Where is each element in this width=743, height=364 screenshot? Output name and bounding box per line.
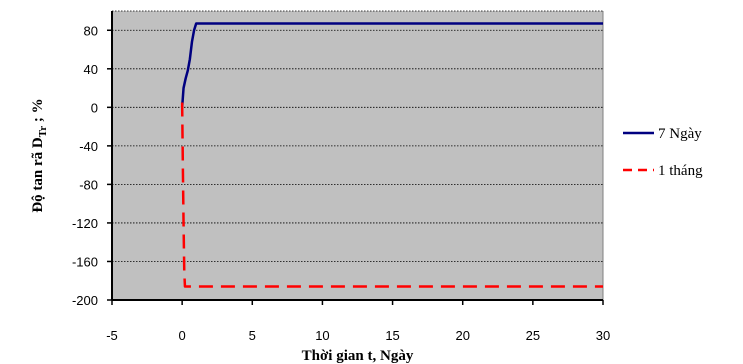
series-group [180,22,603,288]
legend-label-7-ngay: 7 Ngày [658,126,702,142]
grid-lines [112,10,604,300]
x-tick-label: 20 [455,328,469,343]
x-axis-title: Thời gian t, Ngày [302,348,414,364]
tick-labels: 80 40 0 -40 -80 -120 -160 -200 -5 0 5 10 15 20 25 30 [72,23,610,343]
y-tick-label: -160 [72,254,98,269]
x-tick-label: -5 [106,328,118,343]
y-tick-label: 80 [84,23,98,38]
y-tick-label: 40 [84,62,98,77]
x-tick-label: 25 [526,328,540,343]
y-tick-label: -40 [79,139,98,154]
series-line-1 [180,102,603,288]
y-axis-title-main: Độ tan rã D [30,137,46,213]
y-tick-label: 0 [91,100,98,115]
x-tick-label: 5 [249,328,256,343]
series-line-0 [180,22,603,108]
y-axis-title-tail: ; % [30,98,46,126]
legend: 7 Ngày 1 tháng [623,126,703,179]
y-tick-label: -120 [72,216,98,231]
x-tick-label: 15 [385,328,399,343]
y-axis-title: Độ tan rã DTr ; % [30,98,49,212]
y-tick-label: -200 [72,293,98,308]
y-tick-label: -80 [79,177,98,192]
y-axis-title-subscript: Tr [37,126,49,138]
plot-area [112,11,603,300]
x-tick-label: 30 [596,328,610,343]
x-tick-label: 10 [315,328,329,343]
x-tick-label: 0 [179,328,186,343]
legend-label-1-thang: 1 tháng [658,163,703,179]
axes [107,11,604,305]
